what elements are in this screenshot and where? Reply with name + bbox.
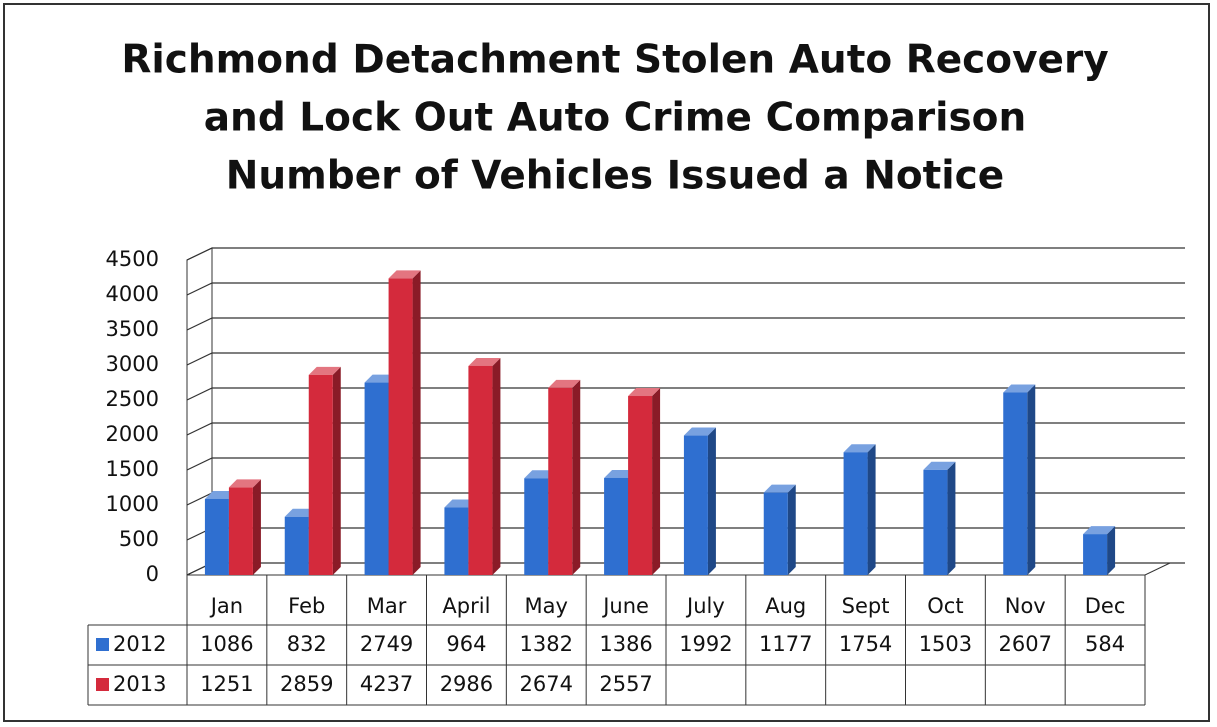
bar — [308, 374, 333, 575]
legend-label: 2013 — [113, 672, 166, 696]
x-tick-label: April — [442, 594, 490, 618]
table-value: 1177 — [759, 632, 812, 656]
bar-top — [1083, 526, 1116, 535]
bar-side — [787, 484, 796, 575]
table-value: 2749 — [360, 632, 413, 656]
x-tick-label: June — [601, 594, 649, 618]
table-value: 1754 — [839, 632, 892, 656]
bar — [204, 498, 229, 575]
bar-side — [572, 379, 581, 575]
table-value: 4237 — [360, 672, 413, 696]
grid-line — [186, 282, 1185, 296]
bar — [1083, 534, 1108, 575]
bar — [388, 278, 413, 575]
bar-top — [228, 479, 261, 488]
bar-top — [548, 379, 581, 388]
grid-line — [186, 317, 1185, 331]
legend-swatch — [96, 678, 109, 691]
x-tick-label: July — [685, 594, 725, 618]
bar-side — [492, 357, 501, 575]
bar — [228, 487, 253, 575]
bar-top — [628, 388, 661, 397]
bar-side — [707, 427, 716, 575]
y-tick-label: 1000 — [106, 492, 159, 516]
bar — [628, 396, 653, 575]
bar — [284, 516, 309, 575]
bar — [1003, 392, 1028, 575]
chart-title: Number of Vehicles Issued a Notice — [226, 154, 1004, 199]
y-tick-label: 4500 — [106, 247, 159, 271]
table-value: 584 — [1085, 632, 1125, 656]
bar-side — [332, 366, 341, 575]
bar — [364, 382, 389, 575]
bar-side — [652, 388, 661, 575]
bar — [468, 365, 493, 575]
bar-top — [683, 427, 716, 436]
bar-top — [843, 444, 876, 453]
table-value: 1086 — [200, 632, 253, 656]
x-tick-label: Oct — [927, 594, 963, 618]
bar-side — [1107, 526, 1116, 575]
table-value: 2557 — [599, 672, 652, 696]
bar-top — [388, 270, 421, 279]
x-tick-label: May — [525, 594, 568, 618]
table-value: 832 — [287, 632, 327, 656]
legend-swatch — [96, 638, 109, 651]
bar — [548, 387, 573, 575]
bar-top — [923, 461, 956, 470]
table-value: 1992 — [679, 632, 732, 656]
grid-line — [186, 247, 1185, 261]
bar — [683, 435, 708, 575]
bar-top — [308, 366, 341, 375]
bar-side — [252, 479, 261, 575]
bar-side — [412, 270, 421, 575]
y-tick-label: 2500 — [106, 387, 159, 411]
x-tick-label: Nov — [1005, 594, 1046, 618]
table-value: 2859 — [280, 672, 333, 696]
grid-line — [186, 387, 1185, 401]
bar — [923, 469, 948, 575]
table-value: 1251 — [200, 672, 253, 696]
y-tick-label: 2000 — [106, 422, 159, 446]
bar-top — [763, 484, 796, 493]
table-value: 1386 — [599, 632, 652, 656]
y-tick-label: 4000 — [106, 282, 159, 306]
y-tick-label: 0 — [146, 562, 159, 586]
x-tick-label: Mar — [367, 594, 407, 618]
x-tick-label: Jan — [209, 594, 243, 618]
bar-side — [1027, 384, 1036, 575]
table-value: 2607 — [999, 632, 1052, 656]
bar-top — [1003, 384, 1036, 393]
bar-side — [947, 461, 956, 575]
bar — [843, 452, 868, 575]
y-tick-label: 1500 — [106, 457, 159, 481]
table-value: 964 — [446, 632, 486, 656]
grid-line — [186, 352, 1185, 366]
table-value: 2986 — [440, 672, 493, 696]
x-tick-label: Sept — [842, 594, 890, 618]
legend-label: 2012 — [113, 632, 166, 656]
bar — [763, 492, 788, 575]
bar-side — [867, 444, 876, 575]
x-tick-label: Dec — [1085, 594, 1126, 618]
bar — [444, 507, 469, 575]
y-tick-label: 3500 — [106, 317, 159, 341]
bar-top — [468, 357, 501, 366]
bar — [524, 478, 549, 575]
bar — [604, 477, 629, 575]
table-value: 1382 — [520, 632, 573, 656]
grid-line — [186, 422, 1185, 436]
y-tick-label: 3000 — [106, 352, 159, 376]
table-value: 1503 — [919, 632, 972, 656]
x-tick-label: Aug — [765, 594, 806, 618]
chart-title: and Lock Out Auto Crime Comparison — [204, 96, 1027, 141]
table-value: 2674 — [520, 672, 573, 696]
y-tick-label: 500 — [119, 527, 159, 551]
chart-title: Richmond Detachment Stolen Auto Recovery — [121, 38, 1108, 83]
x-tick-label: Feb — [288, 594, 325, 618]
